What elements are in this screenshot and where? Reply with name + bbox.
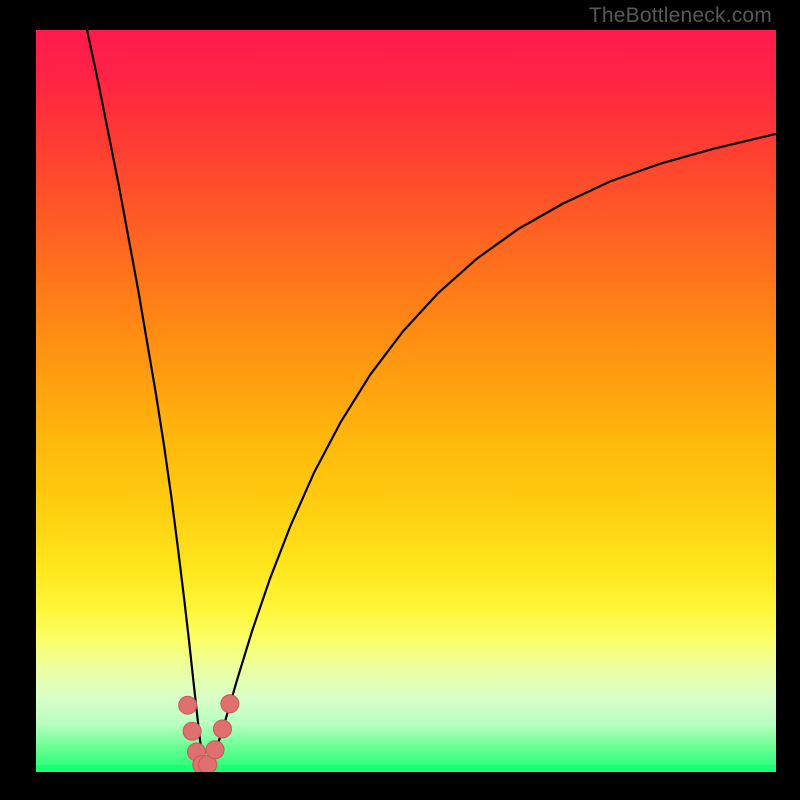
marker-dot [183, 722, 201, 740]
bottom-green-strip [36, 765, 776, 772]
marker-dot [221, 695, 239, 713]
plot-area [36, 30, 776, 772]
watermark-text: TheBottleneck.com [589, 4, 772, 28]
chart-svg [36, 30, 776, 772]
marker-dot [213, 720, 231, 738]
marker-dot [179, 696, 197, 714]
marker-dot [206, 741, 224, 759]
gradient-background [36, 30, 776, 772]
